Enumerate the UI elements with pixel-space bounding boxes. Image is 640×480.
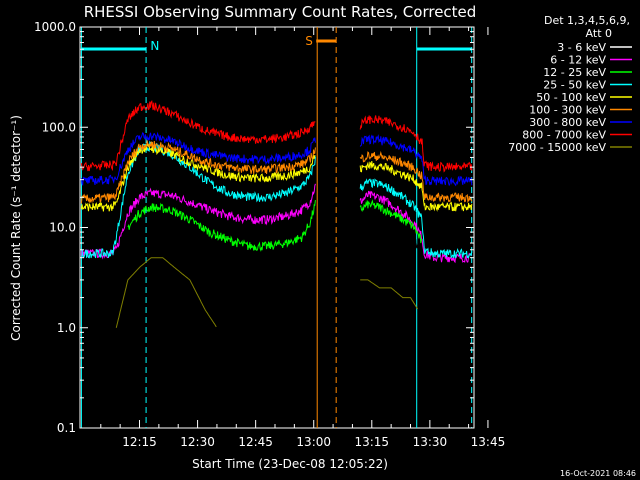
legend-label: 25 - 50 keV (543, 79, 606, 92)
series-line-3 (81, 140, 473, 259)
legend-label: 800 - 7000 keV (522, 129, 606, 142)
x-tick-label: 13:00 (296, 435, 331, 449)
x-tick-label: 13:15 (354, 435, 389, 449)
x-tick-label: 12:45 (238, 435, 273, 449)
legend-label: 50 - 100 keV (536, 91, 606, 104)
chart-title: RHESSI Observing Summary Count Rates, Co… (84, 3, 477, 21)
series-line-4 (80, 143, 473, 212)
footer-timestamp: 16-Oct-2021 08:46 (560, 469, 636, 478)
night-label: N (150, 39, 159, 53)
legend-label: 3 - 6 keV (557, 41, 606, 54)
y-tick-label: 1000.0 (34, 20, 76, 34)
series-line-6 (80, 131, 473, 187)
series-line-8 (115, 257, 419, 328)
y-tick-label: 10.0 (49, 221, 76, 235)
series-line-1 (80, 183, 473, 264)
axes: 0.1 1.0 10.0 100.0 1000.0 12:15 12:30 12:45 13:0… (34, 20, 505, 449)
legend-label: 12 - 25 keV (543, 66, 606, 79)
legend-header-line2: Att 0 (586, 27, 612, 40)
legend-label: 7000 - 15000 keV (508, 141, 606, 154)
legend-header-line1: Det 1,3,4,5,6,9, (544, 14, 630, 27)
series-line-2 (127, 199, 422, 252)
series-line-0 (150, 205, 422, 278)
legend-label: 300 - 800 keV (529, 116, 606, 129)
series-group (80, 100, 473, 328)
y-tick-label: 1.0 (57, 321, 76, 335)
y-tick-label: 0.1 (57, 421, 76, 435)
y-axis-label: Corrected Count Rate (s⁻¹ detector⁻¹) (9, 115, 23, 341)
x-tick-label: 12:30 (180, 435, 215, 449)
x-tick-label: 13:30 (413, 435, 448, 449)
saa-label: S (305, 34, 313, 48)
series-line-7 (80, 100, 473, 173)
legend-label: 100 - 300 keV (529, 104, 606, 117)
x-tick-label: 13:45 (471, 435, 506, 449)
x-axis-label: Start Time (23-Dec-08 12:05:22) (192, 457, 388, 471)
legend-label: 6 - 12 keV (550, 54, 606, 67)
x-tick-label: 12:15 (122, 435, 157, 449)
series-line-5 (80, 140, 473, 204)
y-tick-label: 100.0 (42, 120, 76, 134)
